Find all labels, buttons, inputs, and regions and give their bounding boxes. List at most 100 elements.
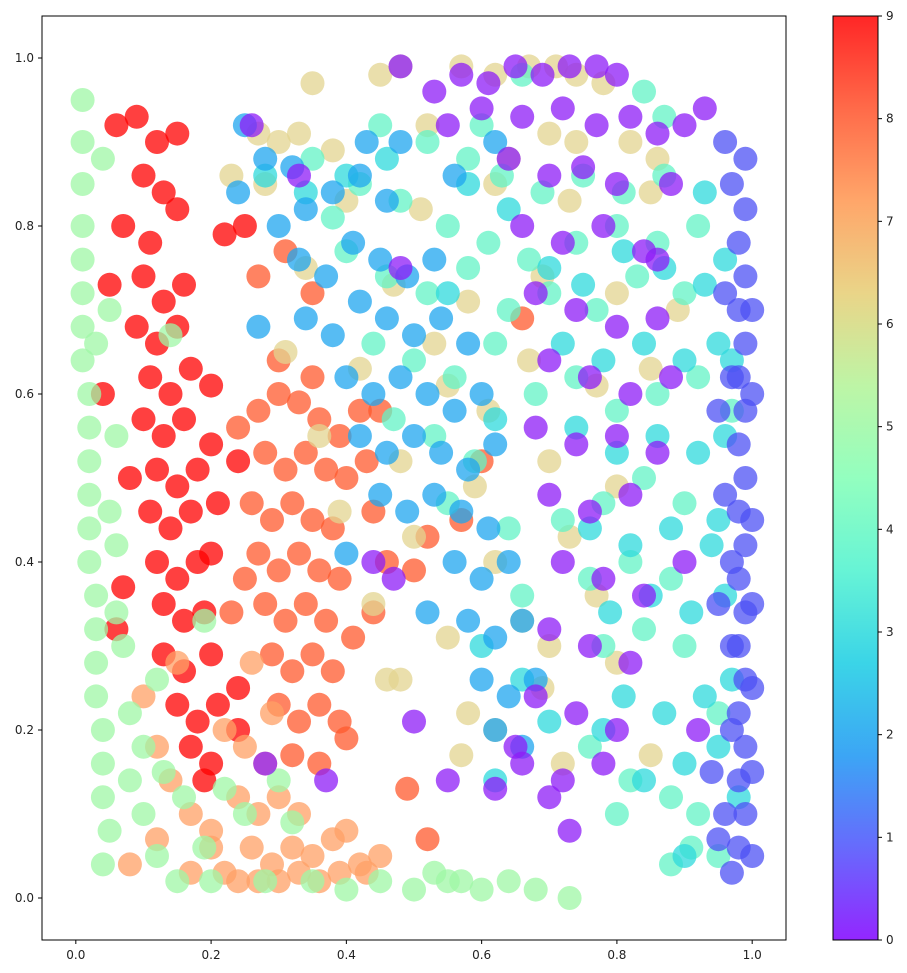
data-point-class-2 <box>253 146 278 171</box>
data-point-class-5 <box>469 877 494 902</box>
data-point-class-5 <box>232 802 257 826</box>
data-point-class-9 <box>232 214 257 238</box>
data-point-class-5 <box>90 785 115 810</box>
data-point-class-0 <box>591 566 616 591</box>
data-point-class-3 <box>672 844 697 868</box>
data-point-class-3 <box>679 600 704 625</box>
data-point-class-2 <box>483 130 508 154</box>
data-point-class-5 <box>70 314 95 339</box>
data-point-class-4 <box>659 785 683 810</box>
data-point-class-5 <box>90 146 115 171</box>
data-point-class-2 <box>395 499 420 524</box>
data-point-class-2 <box>354 130 379 154</box>
colorbar-tick-label: 2 <box>886 728 894 742</box>
data-point-class-1 <box>740 508 765 532</box>
data-point-class-1 <box>719 634 744 658</box>
data-point-class-6 <box>449 743 474 768</box>
data-point-class-6 <box>537 449 562 474</box>
data-point-class-0 <box>618 482 643 507</box>
data-point-class-5 <box>131 734 156 759</box>
data-point-class-3 <box>706 734 731 759</box>
data-point-class-5 <box>266 768 291 793</box>
data-point-class-2 <box>266 214 291 238</box>
data-point-class-4 <box>456 146 481 171</box>
data-point-class-1 <box>719 860 744 885</box>
data-point-class-0 <box>537 617 562 642</box>
data-point-class-0 <box>659 172 683 196</box>
data-point-class-0 <box>645 440 670 465</box>
data-point-class-0 <box>239 113 264 138</box>
data-point-class-5 <box>145 844 169 868</box>
data-point-class-5 <box>84 684 109 709</box>
data-point-class-9 <box>165 566 190 591</box>
data-point-class-4 <box>659 566 683 591</box>
data-point-class-2 <box>442 550 467 574</box>
data-point-class-8 <box>260 508 284 532</box>
data-point-class-0 <box>645 306 670 331</box>
data-point-class-2 <box>334 541 359 566</box>
y-tick-label: 0.2 <box>15 723 34 737</box>
data-point-class-2 <box>442 163 467 188</box>
data-point-class-0 <box>604 314 629 339</box>
data-point-class-0 <box>577 634 602 658</box>
data-point-class-9 <box>124 314 149 339</box>
data-point-class-2 <box>469 667 494 692</box>
data-point-class-8 <box>239 491 264 516</box>
colorbar-bar <box>833 16 878 940</box>
data-point-class-2 <box>476 516 501 541</box>
data-point-class-6 <box>618 130 643 154</box>
data-point-class-0 <box>388 54 413 79</box>
data-point-class-2 <box>334 365 359 390</box>
data-point-class-9 <box>172 407 196 432</box>
data-point-class-0 <box>287 163 311 188</box>
data-point-class-6 <box>287 121 311 146</box>
data-point-class-7 <box>334 818 359 843</box>
data-point-class-3 <box>699 533 724 558</box>
data-point-class-1 <box>733 802 758 826</box>
data-point-class-5 <box>131 802 156 826</box>
data-point-class-3 <box>571 272 596 297</box>
data-point-class-9 <box>205 692 230 717</box>
data-point-class-4 <box>523 382 548 406</box>
data-point-class-3 <box>659 516 683 541</box>
scatter-points <box>70 54 765 910</box>
data-point-class-2 <box>287 247 311 272</box>
data-point-class-5 <box>70 172 95 196</box>
data-point-class-4 <box>672 281 697 306</box>
data-point-class-3 <box>496 197 521 222</box>
data-point-class-9 <box>158 382 183 406</box>
data-point-class-0 <box>381 566 406 591</box>
data-point-class-9 <box>165 197 190 222</box>
data-point-class-0 <box>557 818 582 843</box>
data-point-class-1 <box>719 718 744 742</box>
data-point-class-4 <box>550 508 575 532</box>
data-point-class-8 <box>300 281 325 306</box>
colorbar-tick-label: 3 <box>886 625 894 639</box>
data-point-class-1 <box>719 172 744 196</box>
data-point-class-6 <box>604 281 629 306</box>
data-point-class-8 <box>347 398 372 423</box>
data-point-class-5 <box>90 852 115 877</box>
data-point-class-3 <box>483 407 508 432</box>
data-point-class-8 <box>287 709 311 734</box>
data-point-class-0 <box>672 550 697 574</box>
data-point-class-4 <box>300 146 325 171</box>
data-point-class-0 <box>510 214 535 238</box>
data-point-class-8 <box>293 440 318 465</box>
data-point-class-5 <box>77 382 102 406</box>
data-point-class-5 <box>70 348 95 373</box>
data-point-class-8 <box>273 608 298 633</box>
data-point-class-0 <box>645 247 670 272</box>
data-point-class-9 <box>185 709 210 734</box>
data-point-class-0 <box>604 62 629 87</box>
data-point-class-3 <box>435 281 460 306</box>
data-point-class-4 <box>706 844 731 868</box>
data-point-class-7 <box>368 844 393 868</box>
data-point-class-3 <box>713 247 738 272</box>
data-point-class-4 <box>686 802 711 826</box>
data-point-class-9 <box>226 449 251 474</box>
data-point-class-8 <box>300 508 325 532</box>
data-point-class-9 <box>199 432 224 457</box>
plot-frame <box>41 15 787 941</box>
data-point-class-0 <box>564 298 589 322</box>
